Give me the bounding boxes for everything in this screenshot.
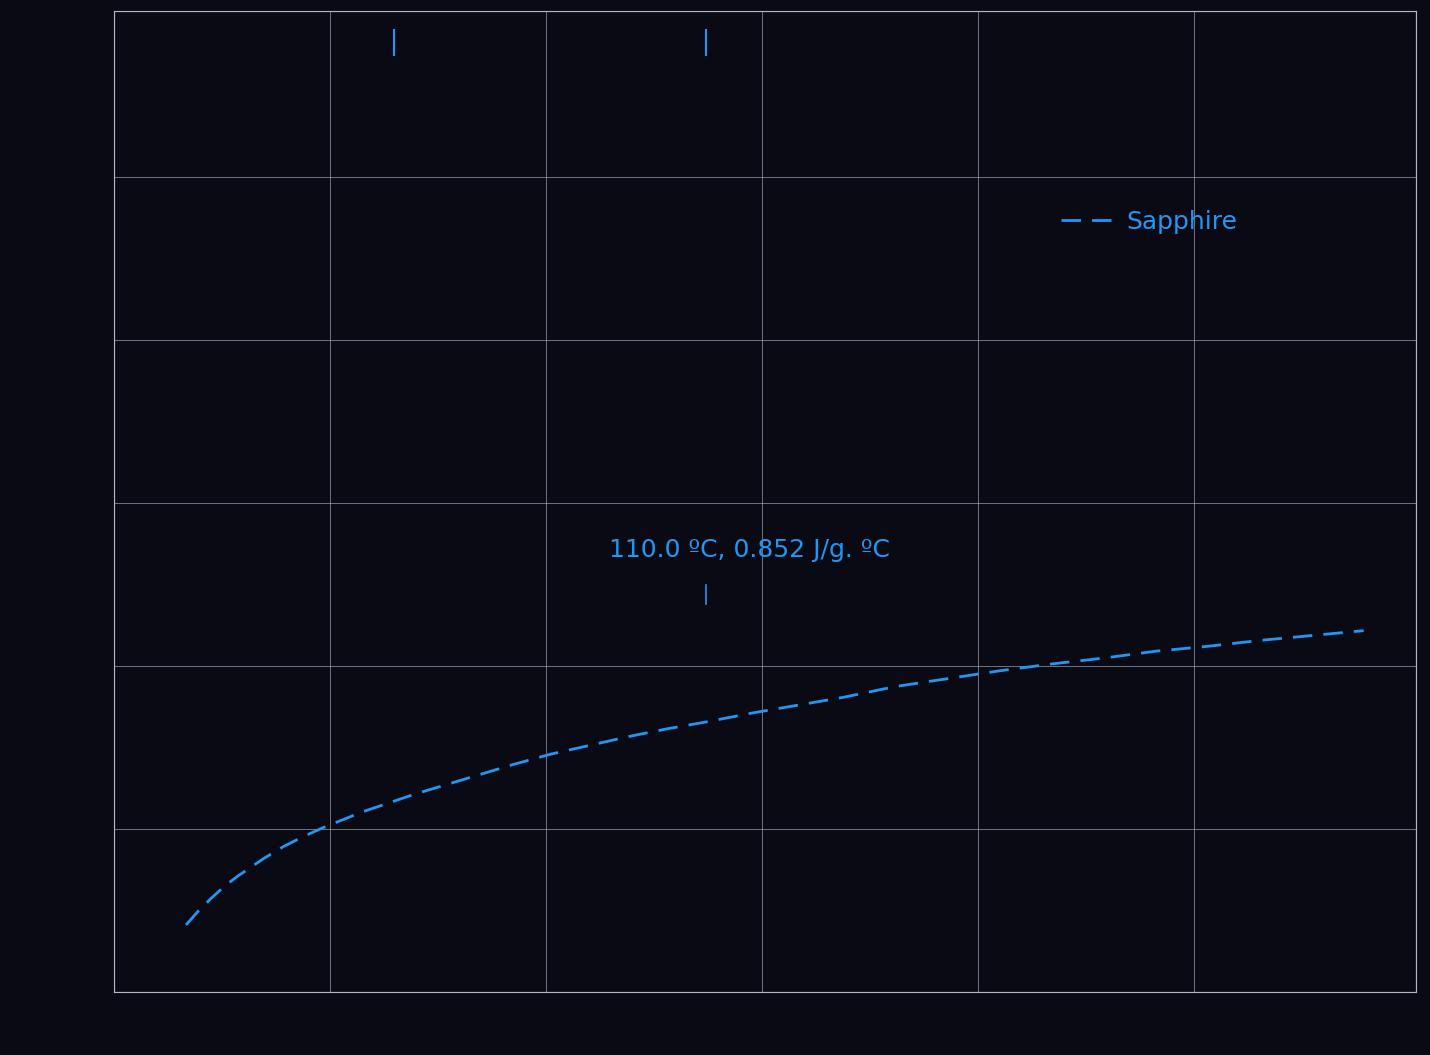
Text: 110.0 ºC, 0.852 J/g. ºC: 110.0 ºC, 0.852 J/g. ºC (609, 538, 889, 562)
Legend: Sapphire: Sapphire (1051, 199, 1247, 244)
